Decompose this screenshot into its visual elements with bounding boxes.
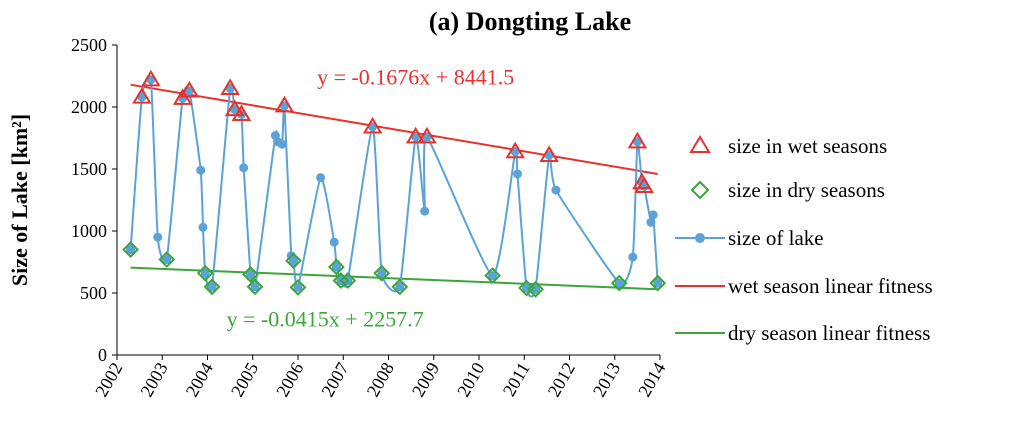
dry-season-point [246, 278, 264, 296]
lake-line [129, 74, 659, 298]
legend-label: size in dry seasons [728, 178, 885, 202]
wet-season-point [179, 80, 200, 98]
lake-point [648, 210, 658, 220]
fit-equation: y = -0.1676x + 8441.5 [317, 65, 514, 90]
wet-season-point [417, 126, 437, 144]
lake-point [316, 173, 326, 183]
x-tick-label: 2014 [634, 359, 669, 400]
legend-label: size in wet seasons [728, 134, 887, 158]
lake-point [250, 282, 260, 292]
wet-fit-line [130, 83, 658, 175]
x-tick-label: 2010 [453, 359, 488, 400]
markers [122, 69, 667, 298]
dry-season-point [332, 272, 350, 290]
wet-season-point [539, 145, 559, 162]
lake-series [126, 74, 663, 298]
dry-season-point [196, 264, 214, 282]
y-tick-label: 1000 [71, 221, 107, 241]
x-tick-label: 2011 [499, 359, 534, 400]
wet-season-point [405, 126, 426, 144]
dry-season-point [339, 272, 357, 290]
y-tick-label: 0 [98, 345, 107, 365]
lake-point [153, 232, 163, 242]
x-tick-label: 2007 [317, 359, 352, 400]
dry-season-point [203, 278, 221, 296]
dry-season-point [328, 258, 345, 276]
lake-point [395, 282, 405, 292]
y-tick-label: 1500 [71, 159, 107, 179]
fit-lines [130, 83, 658, 291]
lake-point [162, 255, 172, 265]
wet-season-point [274, 95, 295, 113]
x-tick-label: 2013 [589, 359, 624, 400]
lake-point [196, 165, 206, 175]
chart-title: (a) Dongting Lake [429, 7, 631, 36]
dry-season-point [391, 278, 409, 296]
legend-wet-marker [689, 135, 711, 153]
lake-point [126, 245, 136, 255]
lake-point [207, 282, 217, 292]
lake-point [329, 237, 339, 247]
x-tick-label: 2002 [91, 359, 126, 400]
dry-season-point [373, 264, 391, 282]
lake-point [420, 206, 430, 216]
lake-point [277, 139, 287, 149]
dry-season-point [484, 267, 501, 285]
wet-season-point [505, 141, 525, 159]
wet-season-point [132, 87, 152, 104]
dry-season-point [610, 274, 628, 292]
legend: size in wet seasons size in dry seasons si… [675, 134, 933, 345]
x-tick-label: 2006 [272, 359, 307, 400]
lake-point [377, 268, 387, 278]
legend-dry-marker [690, 180, 710, 200]
x-tick-label: 2009 [408, 359, 443, 400]
legend-label: size of lake [728, 226, 824, 250]
lake-point [488, 271, 498, 281]
legend-label: dry season linear fitness [728, 321, 930, 345]
wet-season-point [362, 116, 383, 134]
wet-season-point [634, 176, 654, 193]
dry-season-point [242, 265, 259, 283]
lake-point [614, 278, 624, 288]
y-tick-label: 500 [80, 283, 107, 303]
y-tick-label: 2500 [71, 35, 107, 55]
wet-season-point [627, 131, 648, 149]
lake-point [239, 163, 249, 173]
wet-season-point [231, 104, 252, 122]
x-tick-label: 2008 [363, 359, 398, 400]
fit-equation: y = -0.0415x + 2257.7 [227, 306, 424, 331]
lake-point [288, 256, 298, 266]
dry-season-point [527, 280, 544, 298]
lake-point [628, 252, 638, 262]
dry-season-point [122, 241, 139, 259]
lake-point [331, 262, 341, 272]
y-axis-label: Size of Lake [km²] [7, 114, 32, 286]
annotations: y = -0.1676x + 8441.5 y = -0.0415x + 2257… [227, 65, 515, 332]
dry-season-point [649, 274, 667, 292]
legend-lake-marker [695, 233, 705, 243]
lake-point [200, 268, 210, 278]
dry-season-point [285, 252, 302, 270]
x-tick-label: 2004 [182, 359, 217, 400]
lake-point [512, 169, 522, 179]
x-tick-label: 2005 [227, 359, 262, 400]
y-tick-label: 2000 [71, 97, 107, 117]
dry-season-point [158, 251, 176, 268]
x-tick-label: 2003 [136, 359, 171, 400]
wet-season-point [141, 69, 161, 87]
lake-point [245, 269, 255, 279]
dry-fit-line [130, 266, 658, 291]
lake-point [198, 222, 208, 232]
dry-season-point [289, 279, 307, 296]
lake-point [653, 278, 663, 288]
wet-season-point [224, 99, 245, 117]
lake-point [646, 217, 656, 227]
wet-season-point [220, 78, 240, 95]
legend-label: wet season linear fitness [728, 274, 933, 298]
lake-point [551, 185, 561, 195]
lake-point [293, 282, 303, 292]
x-tick-label: 2012 [544, 359, 579, 400]
